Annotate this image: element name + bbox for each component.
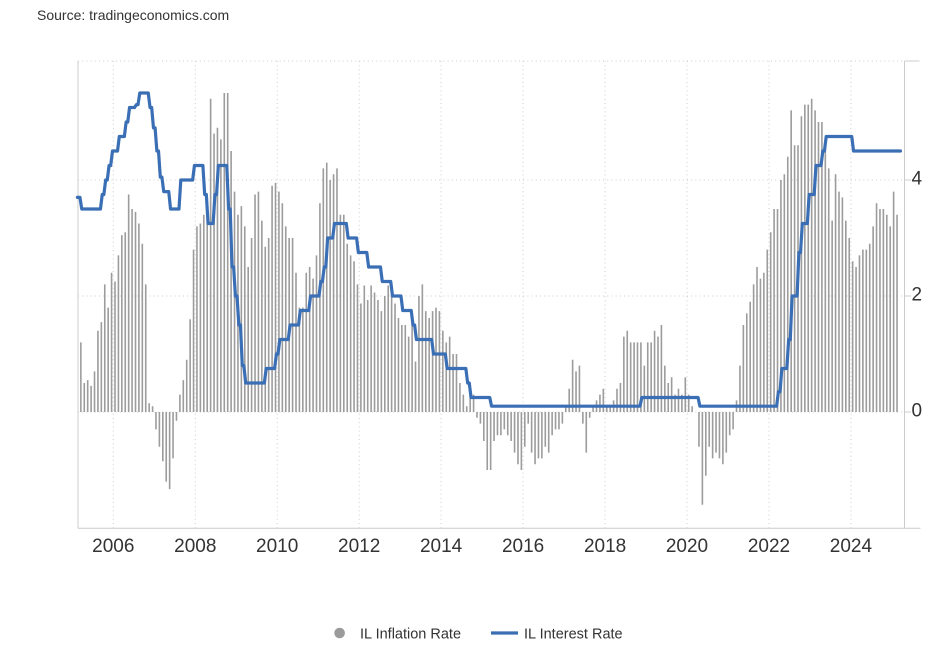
svg-text:4: 4 bbox=[912, 169, 923, 190]
svg-text:IL Inflation Rate: IL Inflation Rate bbox=[360, 627, 461, 643]
svg-text:IL Interest Rate: IL Interest Rate bbox=[524, 627, 623, 643]
svg-text:2024: 2024 bbox=[830, 536, 873, 557]
svg-text:2016: 2016 bbox=[502, 536, 544, 557]
svg-text:2020: 2020 bbox=[666, 536, 708, 557]
svg-text:2018: 2018 bbox=[584, 536, 626, 557]
svg-text:2006: 2006 bbox=[92, 536, 134, 557]
svg-text:2010: 2010 bbox=[256, 536, 298, 557]
svg-text:2022: 2022 bbox=[748, 536, 790, 557]
svg-text:0: 0 bbox=[912, 401, 923, 422]
svg-text:Source: tradingeconomics.com: Source: tradingeconomics.com bbox=[37, 7, 229, 23]
svg-text:2012: 2012 bbox=[338, 536, 380, 557]
svg-text:2: 2 bbox=[912, 285, 923, 306]
svg-text:2008: 2008 bbox=[174, 536, 216, 557]
svg-text:2014: 2014 bbox=[420, 536, 463, 557]
